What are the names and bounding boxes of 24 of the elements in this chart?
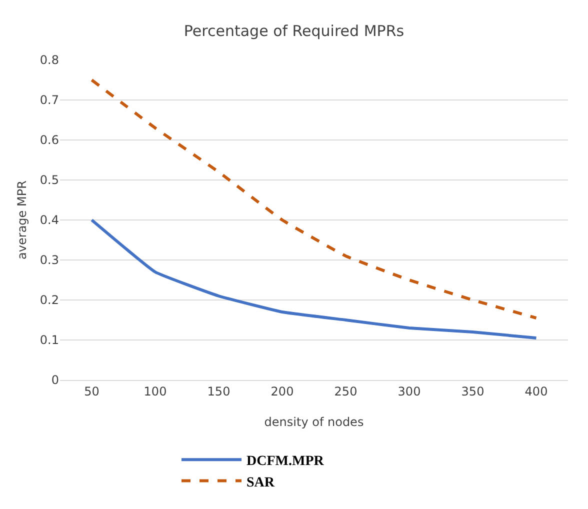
y-tick-label: 0.4	[40, 213, 59, 228]
x-tick-label: 250	[334, 384, 358, 398]
x-tick-label: 100	[144, 384, 167, 398]
y-tick-label: 0.8	[40, 53, 59, 68]
chart-title: Percentage of Required MPRs	[184, 22, 404, 40]
y-axis-title: average MPR	[15, 180, 29, 260]
y-tick-label: 0.6	[40, 133, 59, 148]
legend-label: SAR	[246, 475, 276, 490]
y-tick-label: 0.2	[40, 293, 59, 308]
x-axis-title: density of nodes	[264, 415, 364, 429]
y-tick-label: 0.5	[40, 173, 59, 188]
y-tick-label: 0.1	[40, 333, 59, 348]
legend-label: DCFM.MPR	[246, 454, 325, 470]
x-tick-label: 50	[84, 384, 100, 398]
x-tick-label: 200	[270, 384, 294, 398]
y-tick-label: 0.3	[40, 253, 59, 268]
y-tick-label: 0.7	[40, 93, 59, 108]
x-tick-label: 350	[461, 384, 484, 398]
x-tick-label: 300	[398, 384, 421, 398]
y-tick-label: 0	[51, 373, 59, 388]
x-tick-label: 150	[207, 384, 230, 398]
line-series	[90, 78, 538, 320]
line-series	[90, 218, 538, 340]
x-tick-label: 400	[524, 384, 548, 398]
